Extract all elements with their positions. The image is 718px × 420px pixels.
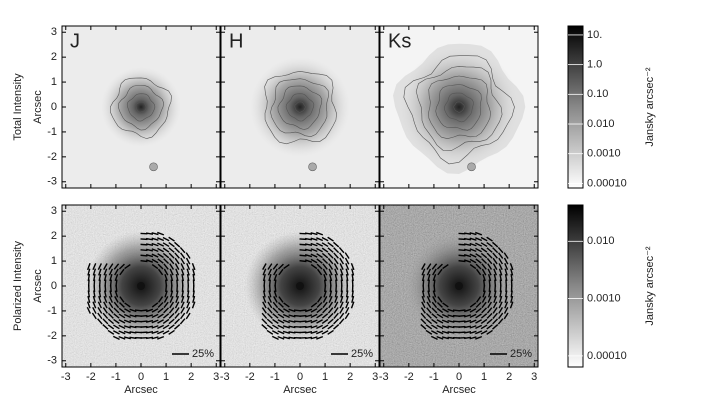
polarization-vector [459,261,466,262]
panel: 25% -3 -2 -1 0 1 2 3 -3 -2 -1 0 1 2 3 Arcsec [47,205,220,396]
x-tick-label: 1 [163,371,169,383]
colorbar-tick-label: 0.0010 [587,148,621,160]
companion [468,163,476,171]
image [221,205,379,367]
colorbar-label: Jansky arcsec⁻² [644,246,656,325]
x-axis-label: Arcsec [124,384,158,396]
y-tick-label: 3 [51,26,57,38]
x-tick-label: -3 [379,371,389,383]
polarization-vector [459,310,466,311]
polarization-vector [141,261,148,262]
image [62,205,220,367]
x-tick-label: 0 [456,371,462,383]
scale-bar-label: 25% [510,348,532,360]
x-tick-label: -2 [245,371,255,383]
core [455,282,463,290]
y-tick-label: -2 [47,330,57,342]
panel: Ks [380,26,538,188]
colorbar-tick-label: 0.00010 [587,350,627,362]
image [221,26,379,188]
x-tick-label: -1 [429,371,439,383]
polarization-vector [434,280,435,287]
x-axis-label: Arcsec [283,384,317,396]
scale-bar-label: 25% [192,348,214,360]
x-tick-label: -1 [111,371,121,383]
x-tick-label: 2 [347,371,353,383]
x-axis-label: Arcsec [442,384,476,396]
colorbar-tick-label: 10. [587,29,602,41]
colorbar-tick-label: 0.00010 [587,177,627,189]
polarization-vector [141,310,148,311]
colorbar [568,205,583,367]
y-tick-label: 1 [51,255,57,267]
band-label: Ks [388,30,411,52]
x-tick-label: -3 [61,371,71,383]
core [137,282,145,290]
y-tick-label: 0 [51,101,57,113]
x-tick-label: 3 [213,371,219,383]
y-tick-label: 2 [51,230,57,242]
panel: H [221,26,379,188]
y-tick-label: -1 [47,126,57,138]
image [62,26,220,188]
x-tick-label: 2 [188,371,194,383]
y-axis-label: Arcsec [32,269,44,303]
y-axis-label: Arcsec [32,90,44,124]
band-label: H [229,30,243,52]
polarization-vector [300,261,307,262]
polarization-vector [484,280,485,287]
x-tick-label: -3 [220,371,230,383]
colorbar [568,26,583,188]
polarization-vector [116,280,117,287]
companion [309,163,317,171]
x-tick-label: 3 [531,371,537,383]
colorbar-tick-label: 0.0010 [587,293,621,305]
core [296,282,304,290]
y-tick-label: 3 [51,205,57,217]
x-tick-label: -2 [404,371,414,383]
x-tick-label: 0 [297,371,303,383]
colorbar-label: Jansky arcsec⁻² [644,67,656,146]
scale-bar-label: 25% [351,348,373,360]
polarization-vector [300,310,307,311]
colorbar-tick-label: 0.10 [587,88,608,100]
colorbar-tick-label: 0.010 [587,118,615,130]
panel: 25% -3 -2 -1 0 1 2 3 Arcsec [379,205,538,396]
x-tick-label: 3 [372,371,378,383]
y-tick-label: 2 [51,51,57,63]
core [250,57,350,157]
y-tick-label: -3 [47,355,57,367]
x-tick-label: 2 [506,371,512,383]
colorbar-tick-label: 0.010 [587,235,615,247]
row-label: Polarized Intensity [12,241,24,331]
y-tick-label: 0 [51,280,57,292]
x-tick-label: -1 [270,371,280,383]
x-tick-label: 1 [322,371,328,383]
y-tick-label: -3 [47,176,57,188]
polarization-vector [166,280,167,287]
x-tick-label: -2 [86,371,96,383]
polarization-vector [275,280,276,287]
colorbar-tick-label: 1.0 [587,59,602,71]
x-tick-label: 0 [138,371,144,383]
x-tick-label: 1 [481,371,487,383]
panel: J -3 -2 -1 0 1 2 3 [47,26,220,188]
y-tick-label: 1 [51,76,57,88]
polarization-vector [325,280,326,287]
companion [150,163,158,171]
y-tick-label: -2 [47,151,57,163]
panel: 25% -3 -2 -1 0 1 2 3 Arcsec [220,205,379,396]
row-label: Total Intensity [12,73,24,141]
image [380,205,538,367]
band-label: J [70,30,80,52]
y-tick-label: -1 [47,305,57,317]
